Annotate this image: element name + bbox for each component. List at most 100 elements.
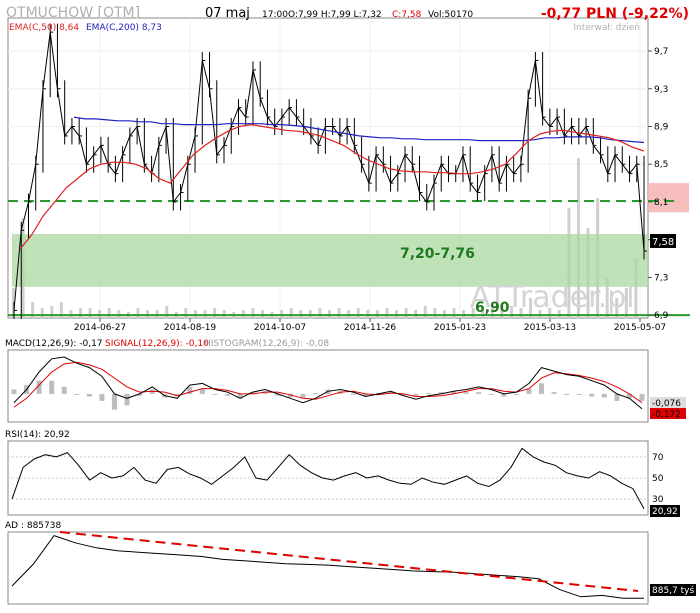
price-x-tick-label: 2014-11-26 — [344, 323, 397, 333]
histogram-bar — [601, 393, 607, 398]
price-x-tick-label: 2015-05-07 — [614, 323, 666, 333]
histogram-bar — [425, 393, 431, 395]
volume-bar — [98, 310, 102, 318]
volume-bar — [433, 308, 437, 318]
volume-bar — [241, 310, 245, 318]
ad-plot-area — [7, 531, 649, 605]
histogram-bar — [312, 393, 318, 395]
ema200-legend: EMA(C,200) 8,73 — [86, 23, 162, 33]
close-line — [13, 32, 645, 311]
volume-bar — [375, 310, 379, 318]
histogram-bar — [363, 393, 369, 397]
histogram-bar — [187, 386, 193, 394]
volume-bar — [328, 310, 331, 318]
volume-bar — [40, 308, 44, 318]
histogram-bar — [513, 393, 519, 395]
volume-bar — [452, 308, 456, 318]
histogram-bar — [74, 393, 80, 395]
rsi-series — [11, 447, 645, 509]
histogram-bar — [137, 393, 143, 396]
histogram-bar — [551, 392, 557, 394]
volume-bar — [624, 288, 628, 318]
volume-bar — [404, 308, 408, 318]
volume-bar — [529, 298, 533, 318]
volume-bar — [347, 310, 351, 318]
price-y-tick-label: 8,1 — [654, 198, 668, 208]
histogram-bar — [124, 393, 130, 406]
rsi-legend: RSI(14): 20,92 — [5, 430, 70, 440]
ad-series — [11, 531, 644, 599]
signal-legend: SIGNAL(12,26,9): -0,10 — [105, 339, 209, 349]
price-x-tick-label: 2014-06-27 — [74, 323, 126, 333]
price-y-tick-label: 9,3 — [654, 85, 668, 95]
histogram-bar — [237, 393, 243, 399]
ad-value-box — [650, 584, 696, 596]
volume-bar — [414, 310, 418, 318]
ema200-line — [73, 116, 645, 144]
histogram-bar — [476, 392, 482, 394]
volume-bar — [213, 308, 217, 318]
macd-legend: MACD(12,26,9): -0,17 — [5, 339, 103, 349]
histogram-bar — [350, 393, 356, 395]
volume-bar — [193, 310, 197, 318]
signal-line — [13, 361, 643, 408]
histogram-bar — [225, 393, 231, 396]
volume-bar — [557, 310, 561, 318]
ad-last-value: 885,7 tyś — [652, 585, 694, 596]
volume-bar — [318, 308, 322, 318]
macd-plot-area — [7, 349, 649, 423]
histogram-bar — [275, 393, 281, 396]
volume-bar — [423, 306, 427, 318]
volume-bar — [356, 308, 360, 318]
support-zone — [12, 234, 648, 287]
price-y-tick-label: 9,7 — [654, 47, 668, 57]
volume-bar — [634, 258, 638, 318]
volume-bar — [165, 306, 169, 318]
volume-bar — [337, 308, 341, 318]
ad-legend: AD : 885738 — [5, 521, 61, 531]
price-change: -0,77 PLN (-9,22%) — [541, 6, 689, 22]
interval-label: Interwał: dzień — [573, 23, 640, 33]
histogram-bar — [413, 393, 419, 397]
rsi-tick-label: 50 — [652, 474, 664, 484]
histogram-bar — [36, 380, 42, 394]
header-date: 07 maj — [205, 6, 250, 21]
histogram-bar — [539, 383, 545, 394]
histogram-bar — [49, 380, 55, 394]
volume-bar — [490, 308, 494, 318]
macd-line — [13, 356, 643, 410]
histogram-bar — [526, 388, 532, 394]
volume-bar — [31, 302, 35, 318]
price-x-tick-label: 2015-03-13 — [524, 323, 576, 333]
histogram-bar — [400, 393, 406, 396]
header: OTMUCHOW [OTM] 07 maj 17:00 O:7,99 H:7,9… — [6, 5, 689, 33]
last-price-label: 7,58 — [652, 237, 674, 248]
volume-bar — [299, 310, 303, 318]
price-x-axis: 2014-06-27 2014-08-19 2014-10-07 2014-11-26… — [74, 318, 666, 333]
rsi-last-value: 20,92 — [652, 507, 678, 517]
volume-bar — [146, 310, 150, 318]
volume-bar — [519, 308, 523, 318]
ticker-title: OTMUCHOW [OTM] — [6, 5, 140, 21]
volume-bar — [280, 310, 284, 318]
histogram-bar — [99, 393, 105, 401]
last-price-box — [650, 234, 676, 248]
volume-bar — [79, 308, 83, 318]
histogram-bar — [300, 393, 306, 399]
rsi-line — [11, 447, 645, 509]
volume-bar — [605, 278, 609, 318]
macd-panel: MACD(12,26,9): -0,17 SIGNAL(12,26,9): -0… — [5, 339, 686, 423]
histogram-bar — [438, 392, 444, 394]
rsi-tick-label: 70 — [652, 453, 664, 463]
macd-series — [11, 356, 645, 410]
zone-label: 7,20-7,76 — [400, 246, 475, 262]
volume-bar — [136, 308, 140, 318]
ad-line — [11, 535, 644, 599]
histogram-bar — [463, 392, 469, 394]
volume-bar — [50, 306, 54, 318]
volume-bar — [615, 298, 619, 318]
header-time: 17:00 — [262, 10, 288, 20]
price-y-tick-label: 7,3 — [654, 273, 668, 283]
volume-bar — [395, 310, 399, 318]
volume-bar — [289, 308, 293, 318]
